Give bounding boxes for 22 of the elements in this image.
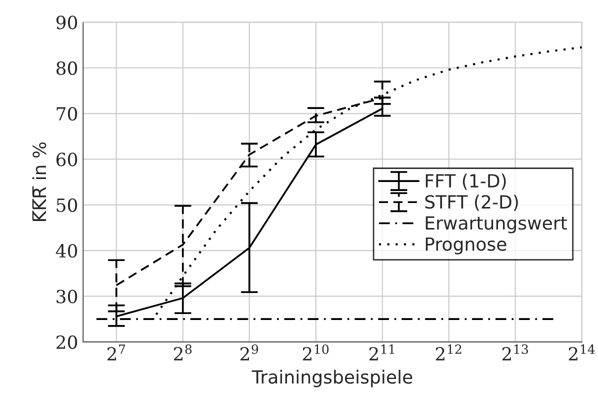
y-tick-label: 30: [56, 290, 78, 304]
x-tick-label: 2$^{7}$: [107, 344, 126, 360]
x-tick-label: 2$^{14}$: [568, 344, 595, 360]
y-axis-title: K̅K̅R̅ in %: [32, 142, 46, 221]
y-tick-label: 50: [56, 198, 78, 212]
x-tick-label: 2$^{8}$: [174, 344, 192, 360]
y-tick-label: 40: [56, 244, 78, 258]
x-axis-title: Trainingsbeispiele: [252, 370, 412, 388]
y-tick-label: 60: [56, 152, 78, 166]
y-tick-label: 20: [56, 335, 78, 350]
x-tick-label: 2$^{12}$: [436, 344, 462, 360]
x-tick-label: 2$^{9}$: [240, 344, 258, 360]
x-tick-label: 2$^{11}$: [369, 344, 394, 360]
legend-label: Prognose: [426, 237, 506, 254]
y-tick-label: 90: [56, 16, 78, 30]
y-tick-label: 80: [56, 61, 78, 75]
x-tick-label: 2$^{10}$: [302, 344, 329, 360]
legend-label: STFT (2-D): [425, 194, 518, 211]
x-tick-label: 2$^{13}$: [502, 344, 528, 360]
legend-label: Erwartungswert: [426, 216, 567, 234]
y-tick-label: 70: [56, 107, 78, 121]
legend-label: FFT (1-D): [426, 174, 506, 190]
